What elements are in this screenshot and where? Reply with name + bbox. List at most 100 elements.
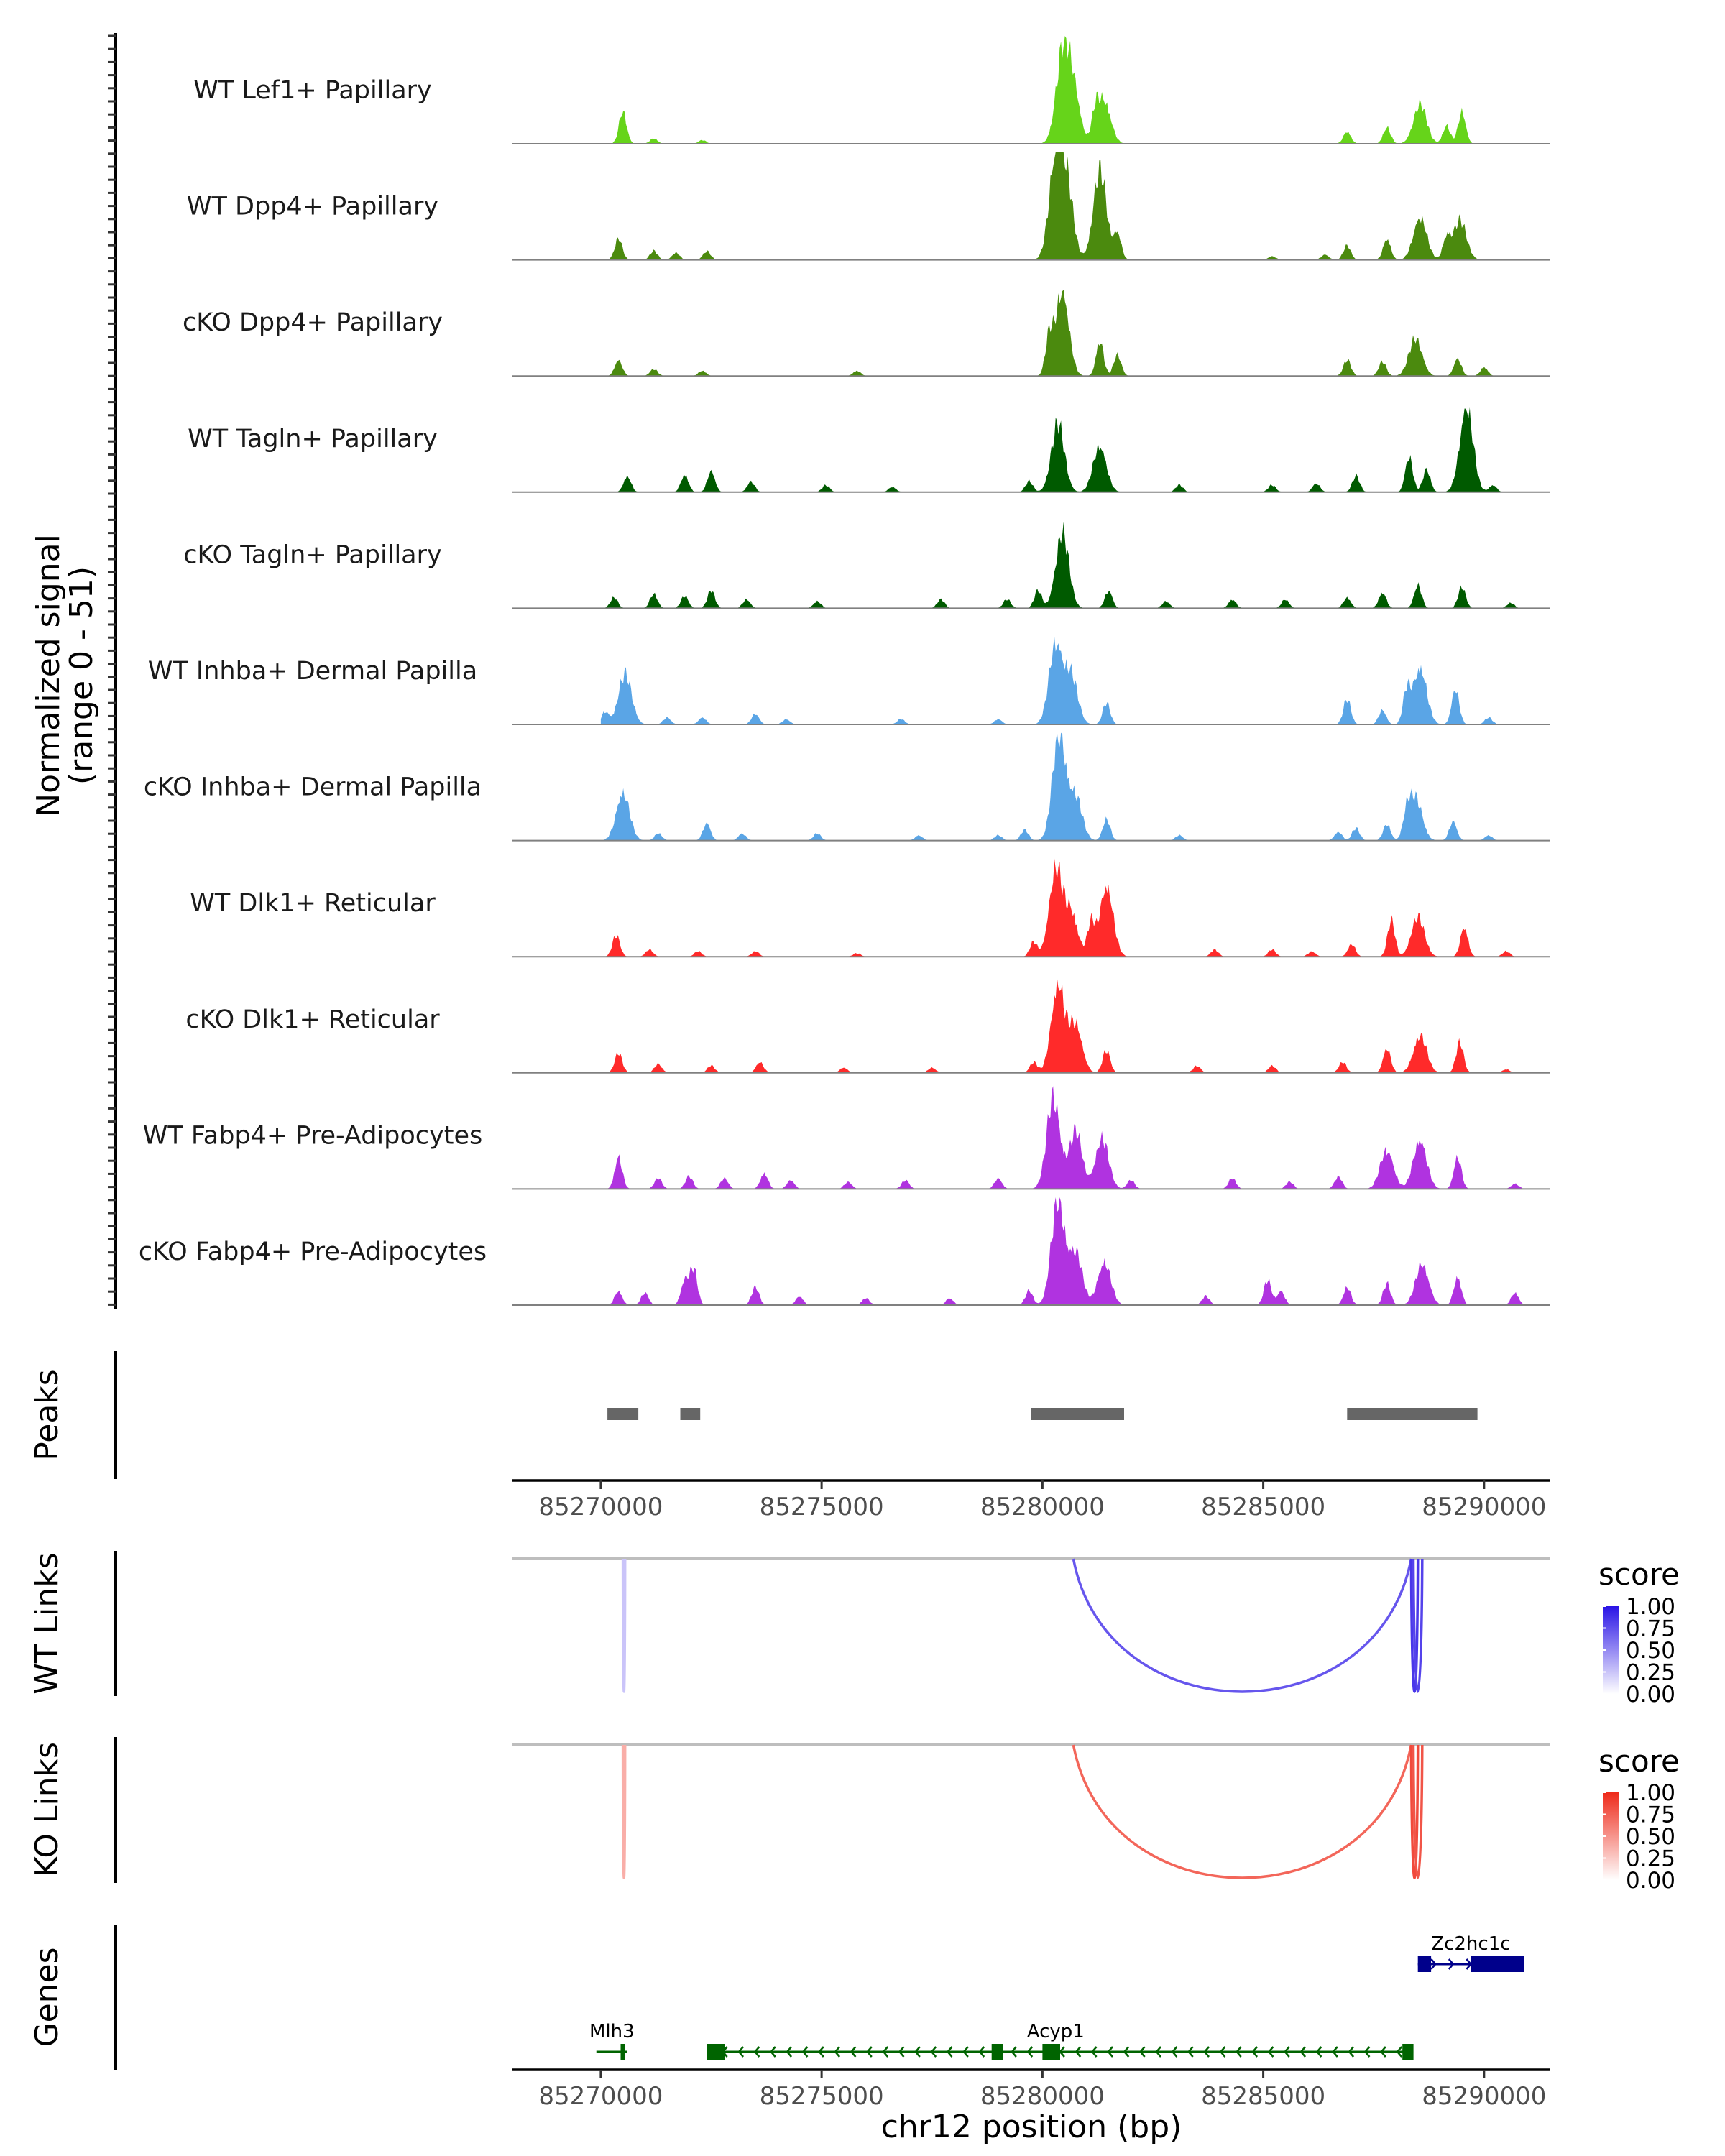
strand-arrow [978,2046,985,2058]
legend-tick-label: 0.75 [1626,1802,1675,1828]
x-axis-title: chr12 position (bp) [881,2109,1182,2145]
strand-arrow [737,2046,744,2058]
link-arc [1072,1558,1413,1693]
strand-arrow [801,2046,809,2058]
coverage-track-label: WT Tagln+ Papillary [188,425,438,453]
coverage-track: cKO Tagln+ Papillary [183,522,1550,609]
coverage-track: cKO Fabp4+ Pre-Adipocytes [139,1197,1550,1306]
strand-arrow [1139,2046,1146,2058]
gene-exon [1042,2044,1060,2060]
coverage-track-label: cKO Dlk1+ Reticular [185,1005,440,1034]
peaks-panel: Peaks 85270000 85275000 85280000 85285000 85… [29,1351,1550,1521]
coverage-area [600,977,1524,1073]
link-arc [621,1744,627,1879]
strand-arrow [914,2046,921,2058]
coverage-area [600,152,1524,260]
coverage-area [600,1086,1524,1189]
strand-arrow [818,2046,824,2058]
strand-arrow [930,2046,937,2058]
legend-tick-label: 0.00 [1626,1682,1675,1708]
x-tick-label: 85290000 [1422,2082,1546,2111]
coverage-panel: Normalized signal (range 0 - 51) WT Lef1… [30,33,1550,1309]
strand-arrow [1348,2046,1355,2058]
link-arc [1072,1744,1413,1879]
ko-links-track-label: KO Links [29,1742,65,1877]
strand-arrow [1251,2046,1259,2058]
coverage-track: cKO Inhba+ Dermal Papilla [144,732,1550,842]
x-tick-label: 85285000 [1201,1493,1325,1521]
strand-arrow [1448,1958,1455,1970]
coverage-track-label: cKO Dpp4+ Papillary [183,308,443,337]
coverage-track-label: WT Inhba+ Dermal Papilla [148,657,477,686]
gene-name-label: Mlh3 [589,2021,635,2042]
legend-tick-label: 0.25 [1626,1846,1675,1872]
wt-links-panel: WT Links score 1.000.750.500.250.00 [29,1551,1680,1708]
strand-arrow [1171,2046,1178,2058]
legend-colorbar [1603,1606,1619,1694]
link-arc [1412,1558,1424,1693]
gene-model: Zc2hc1c [1417,1933,1524,1972]
coverage-track-label: cKO Inhba+ Dermal Papilla [144,773,482,802]
legend-tick-label: 0.50 [1626,1638,1675,1664]
strand-arrow [1123,2046,1130,2058]
legend-tick-label: 1.00 [1626,1594,1675,1620]
link-arc [1412,1744,1424,1879]
coverage-area [600,1197,1524,1305]
coverage-track-label: cKO Fabp4+ Pre-Adipocytes [139,1238,487,1266]
legend-tick-label: 0.50 [1626,1824,1675,1850]
strand-arrow [866,2046,873,2058]
strand-arrow [1011,2046,1017,2058]
peak-regions [607,1408,1478,1420]
link-arc [1409,1744,1420,1879]
coverage-track: WT Dpp4+ Papillary [187,152,1550,261]
strand-arrow [1380,2046,1386,2058]
strand-arrow [1090,2046,1098,2058]
strand-arrow [753,2046,760,2058]
gene-model: Acyp1 [707,2021,1414,2060]
strand-arrow [850,2046,857,2058]
strand-arrow [1396,2046,1403,2058]
link-arc [621,1558,627,1693]
x-tick-label: 85290000 [1422,1493,1546,1521]
legend-tick-label: 0.00 [1626,1868,1675,1894]
strand-arrow [1267,2046,1274,2058]
gene-exon [991,2044,1003,2060]
strand-arrow [770,2046,776,2058]
strand-arrow [786,2046,793,2058]
gene-exon [707,2044,724,2060]
gene-exon [1417,1956,1432,1972]
wt-link-arcs [621,1558,1424,1693]
strand-arrow [1236,2046,1242,2058]
coverage-area [600,290,1524,377]
x-tick-label: 85280000 [980,1493,1105,1521]
peak-region [607,1408,639,1420]
coverage-track-label: cKO Tagln+ Papillary [183,540,442,569]
coverage-y-ticks [108,34,116,1306]
strand-arrow [1203,2046,1210,2058]
coverage-track: WT Fabp4+ Pre-Adipocytes [143,1086,1550,1190]
coverage-track-label: WT Dlk1+ Reticular [190,889,436,918]
coverage-y-title-line1: Normalized signal [30,534,67,817]
strand-arrow [1430,1958,1437,1970]
x-tick-label: 85270000 [538,1493,663,1521]
coverage-area [600,858,1524,957]
gene-name-label: Zc2hc1c [1431,1933,1510,1955]
strand-arrow [1219,2046,1226,2058]
strand-arrow [1026,2046,1034,2058]
legend-tick-label: 1.00 [1626,1780,1675,1806]
coverage-y-title-line2: (range 0 - 51) [63,566,100,785]
ko-links-panel: KO Links score 1.000.750.500.250.00 [29,1737,1680,1894]
coverage-track: WT Lef1+ Papillary [193,36,1550,144]
strand-arrow [946,2046,953,2058]
gene-name-label: Acyp1 [1027,2021,1085,2042]
gene-models: Zc2hc1c Mlh3 Acyp1 [589,1933,1524,2060]
peak-region [680,1408,701,1420]
strand-arrow [1315,2046,1322,2058]
peak-region [1031,1408,1124,1420]
coverage-track: WT Tagln+ Papillary [188,407,1550,493]
ko-score-legend: score 1.000.750.500.250.00 [1598,1743,1680,1894]
wt-links-track-label: WT Links [29,1552,65,1694]
strand-arrow [898,2046,905,2058]
ko-link-arcs [621,1744,1424,1879]
